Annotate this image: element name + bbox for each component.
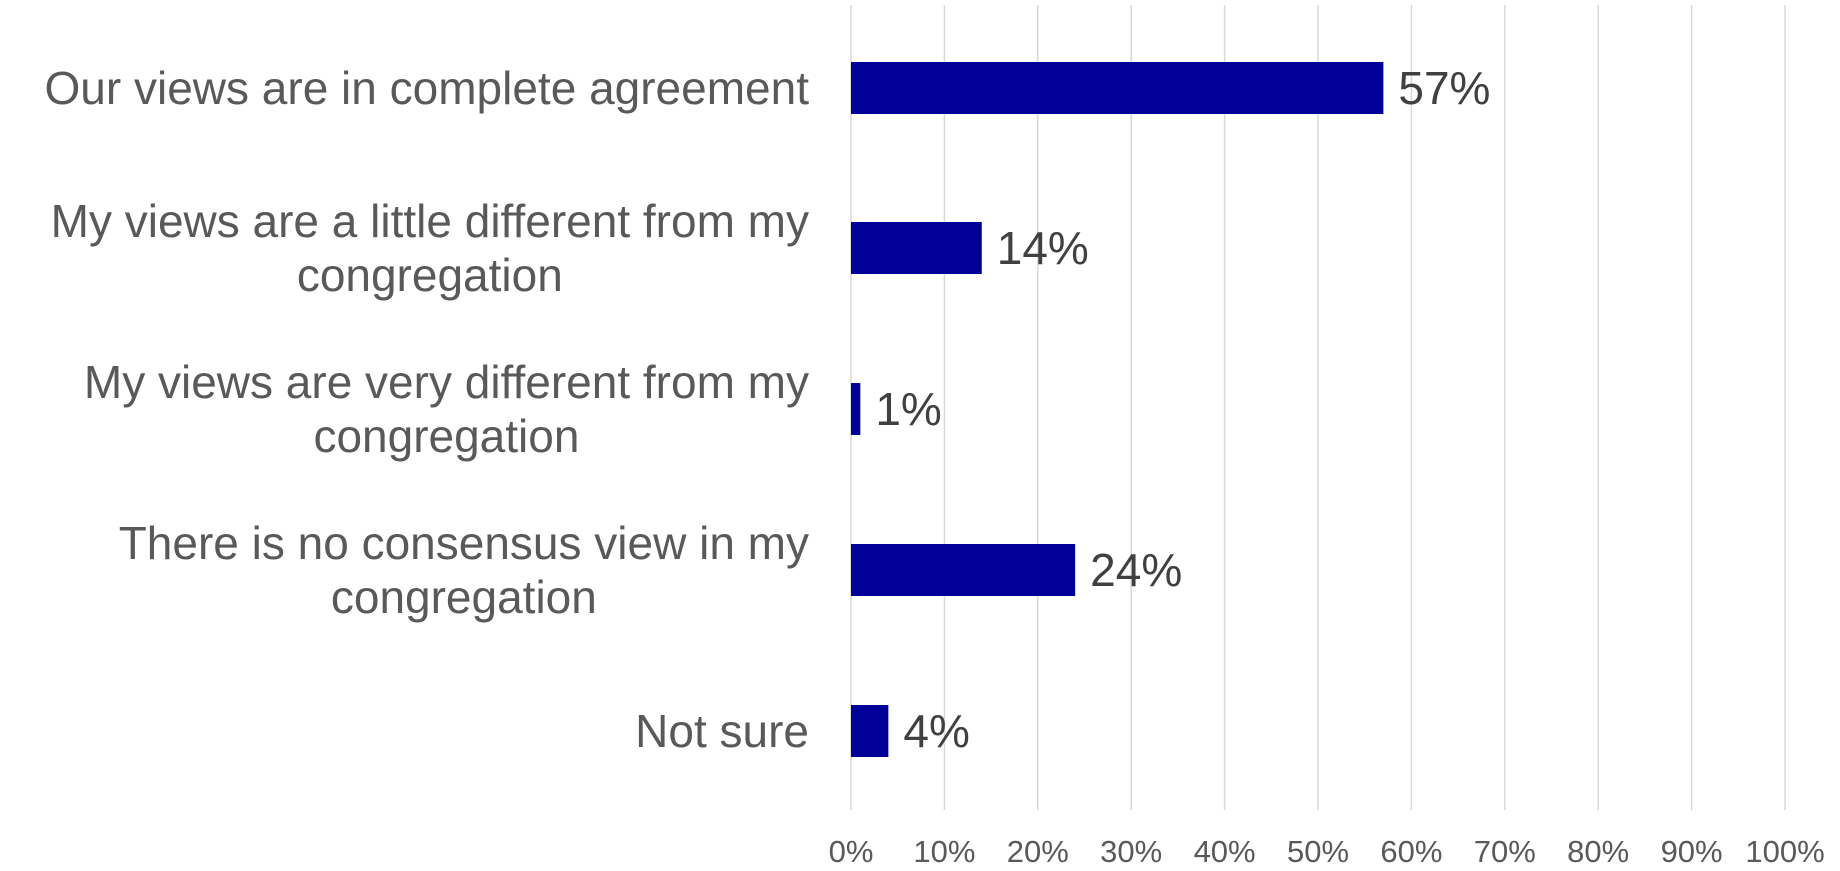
x-tick-label: 100% [1745,834,1824,866]
data-label: 57% [1398,62,1490,114]
category-label-line: Our views are in complete agreement [45,62,810,114]
x-tick-label: 50% [1287,834,1349,866]
x-tick-label: 70% [1474,834,1536,866]
bar [851,383,861,435]
bar [851,544,1076,596]
category-label: My views are a little different from my c… [51,195,809,301]
x-tick-label: 80% [1567,834,1629,866]
x-tick-label: 10% [913,834,975,866]
category-label-line: My views are very different from my [84,356,809,408]
category-label: There is no consensus view in my congrega… [119,517,809,623]
category-label-line: My views are a little different from my [51,195,809,247]
category-label-line: congregation [313,410,579,462]
category-label: My views are very different from my congr… [84,356,809,462]
x-axis-ticks: 0% 10% 20% 30% 40% 50% 60% 70% 80% 90% 100% [829,834,1825,869]
category-label-line: Not sure [635,705,809,757]
x-tick-label: 90% [1661,834,1723,866]
bars [851,62,1384,757]
x-tick-label: 40% [1194,834,1256,866]
category-label: Not sure [635,705,809,757]
bar [851,62,1384,114]
category-label-line: congregation [331,571,597,623]
category-label-line: There is no consensus view in my [119,517,809,569]
data-label: 1% [875,383,941,435]
x-tick-label: 60% [1380,834,1442,866]
data-labels: 57% 14% 1% 24% 4% [875,62,1490,757]
bar [851,705,889,757]
x-tick-label: 0% [829,834,874,866]
data-label: 24% [1090,544,1182,596]
category-labels: Our views are in complete agreement My vi… [45,62,810,757]
data-label: 4% [903,705,969,757]
gridlines [850,5,1786,810]
data-label: 14% [997,222,1089,274]
x-tick-label: 30% [1100,834,1162,866]
category-label-line: congregation [297,249,563,301]
category-label: Our views are in complete agreement [45,62,810,114]
x-tick-label: 20% [1007,834,1069,866]
bar [851,222,982,274]
